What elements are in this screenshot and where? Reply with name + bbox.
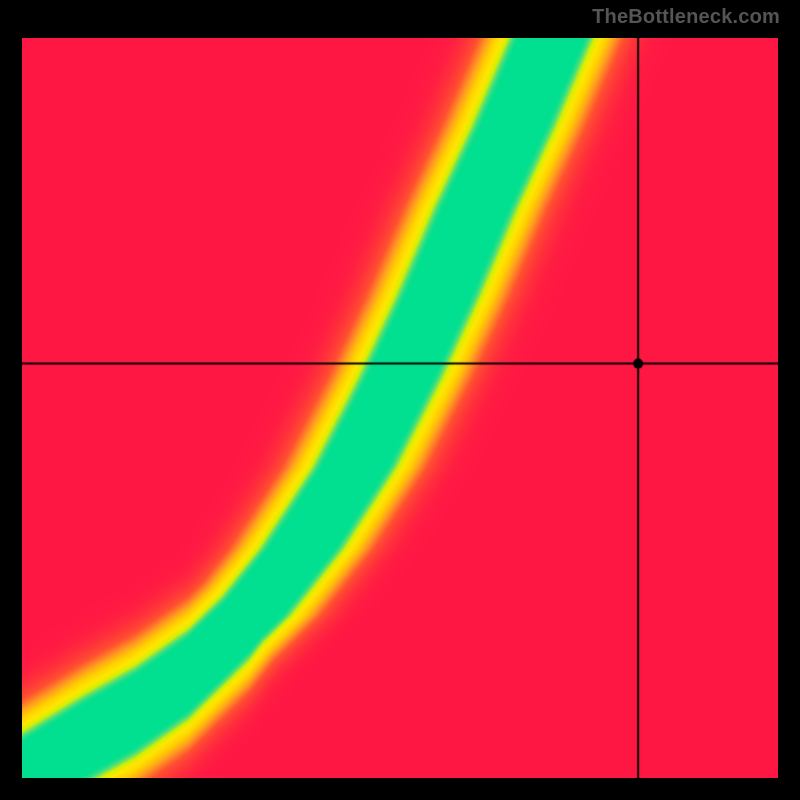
attribution-label: TheBottleneck.com xyxy=(592,6,780,29)
bottleneck-heatmap xyxy=(22,38,778,778)
chart-container: TheBottleneck.com xyxy=(0,0,800,800)
